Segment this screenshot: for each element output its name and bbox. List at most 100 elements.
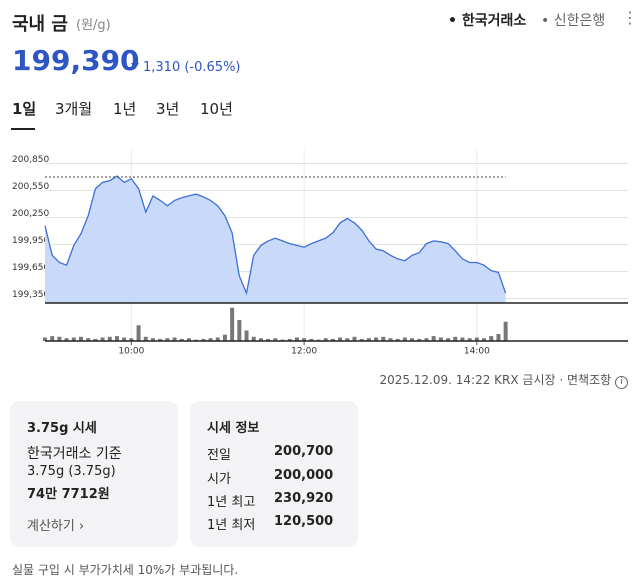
volume-bar [410, 338, 415, 341]
link-text[interactable]: 계산하기 [27, 519, 75, 534]
volume-bar [150, 338, 155, 341]
volume-bar [215, 337, 220, 341]
volume-bar [266, 338, 271, 341]
row-value: 230,920 [274, 491, 334, 506]
volume-bar [230, 307, 235, 341]
volume-bar [165, 338, 170, 341]
price: 199,390 [12, 44, 140, 77]
volume-bar [417, 338, 422, 341]
volume-bar [374, 337, 379, 341]
timestamp-row: 2025.12.09. 14:22 KRX 금시장 · 면책조항 i [379, 371, 628, 389]
title: 국내 금 [12, 14, 68, 35]
x-tick-label: 10:00 [118, 347, 144, 357]
volume-bar [78, 336, 83, 341]
volume-bar [453, 336, 458, 341]
volume-bar [143, 336, 148, 341]
card-title: 3.75g 시세 [27, 421, 97, 436]
volume-bar [402, 337, 407, 341]
volume-bar [345, 338, 350, 341]
volume-bar [323, 338, 328, 341]
volume-bar [244, 330, 249, 341]
volume-bar [186, 338, 191, 341]
chart: 200,850 200,550 200,250 199,950 199,650 199,3… [12, 150, 628, 357]
more-menu[interactable]: ⋮ [622, 8, 638, 27]
volume-bar [294, 337, 299, 341]
card-line: 한국거래소 기준 [27, 446, 122, 462]
tab[interactable]: 3개월 [55, 100, 93, 118]
volume-bar [86, 338, 91, 341]
footnote: 실물 구입 시 부가가치세 10%가 부과됩니다. [12, 563, 239, 577]
y-tick-label: 199,950 [12, 236, 49, 246]
row-value: 120,500 [274, 514, 334, 529]
volume-bar [100, 337, 105, 341]
volume-bar [302, 338, 307, 341]
volume-bar [158, 338, 163, 341]
volume-bar [201, 338, 206, 341]
volume-bar [359, 338, 364, 341]
volume-bar [179, 338, 184, 341]
volume-bar [482, 338, 487, 341]
volume-bar [136, 325, 141, 341]
y-tick-label: 200,850 [12, 155, 49, 165]
volume-bar [438, 337, 443, 341]
volume-bar [467, 338, 472, 341]
volume-bar [352, 336, 357, 341]
volume-bar [273, 338, 278, 341]
volume-bar [381, 336, 386, 341]
row-label: 전일 [207, 448, 231, 463]
disclaimer[interactable]: 면책조항 [567, 373, 612, 387]
volume-bar [503, 321, 508, 341]
card-title: 시세 정보 [207, 421, 260, 436]
y-tick-label: 200,550 [12, 182, 49, 192]
volume-bar [460, 337, 465, 341]
card-line: 3.75g (3.75g) [27, 464, 116, 479]
volume-bar [474, 337, 479, 341]
source-tab[interactable]: • 신한은행 [541, 13, 606, 29]
volume-bar [251, 336, 256, 341]
volume-bar [366, 338, 371, 341]
info-icon[interactable]: i [615, 376, 628, 389]
volume-bar [496, 334, 501, 341]
price-line [44, 175, 507, 296]
volume-bar [64, 338, 69, 341]
row-label: 1년 최고 [207, 495, 256, 510]
change: 1,310 (-0.65%) [143, 60, 241, 75]
volume-bar [258, 338, 263, 341]
volume-bar [43, 337, 47, 341]
volume-bar [489, 336, 494, 341]
tab[interactable]: 3년 [156, 100, 180, 118]
area [45, 176, 506, 303]
source-tab[interactable]: • 한국거래소 [448, 13, 527, 29]
unit: (원/g) [76, 18, 111, 33]
source[interactable]: 한국거래소 [461, 13, 527, 29]
tab[interactable]: 1년 [113, 100, 137, 118]
x-tick-label: 12:00 [291, 347, 317, 357]
card: 3.75g 시세 한국거래소 기준 3.75g (3.75g) 74만 7712… [10, 401, 178, 547]
tab[interactable]: 1일 [12, 100, 37, 118]
timestamp: 2025.12.09. 14:22 KRX 금시장 [379, 373, 556, 387]
x-tick-label: 14:00 [464, 347, 490, 357]
volume-bar [287, 338, 292, 341]
change-pct: (-0.65%) [184, 60, 241, 75]
down-arrow [131, 63, 139, 69]
y-tick-label: 199,350 [12, 290, 49, 300]
volume-bar [122, 337, 127, 341]
calc-link[interactable]: 계산하기 › [27, 519, 85, 534]
volume-bar [93, 338, 98, 341]
row-value: 200,700 [274, 444, 334, 459]
volume-bar [71, 337, 76, 341]
card: 시세 정보 전일 200,700 시가 200,000 1년 최고 230,92… [190, 401, 358, 547]
tab[interactable]: 10년 [200, 100, 233, 118]
volume-bar [222, 334, 227, 341]
volume-bar [208, 338, 213, 341]
row-value: 200,000 [274, 468, 334, 483]
change-value: 1,310 [143, 60, 181, 75]
row-label: 1년 최저 [207, 518, 256, 533]
source[interactable]: 신한은행 [553, 13, 606, 29]
volume-bar [107, 336, 112, 341]
volume-bar [388, 338, 393, 341]
volume-bar [114, 336, 119, 341]
y-tick-label: 200,250 [12, 209, 49, 219]
y-tick-label: 199,650 [12, 263, 49, 273]
